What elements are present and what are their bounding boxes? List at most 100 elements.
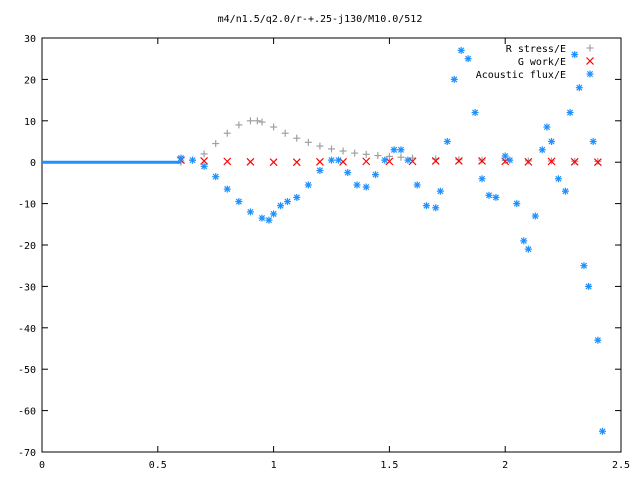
y-tick-label: -10 bbox=[18, 200, 36, 211]
data-point bbox=[177, 155, 185, 162]
data-point bbox=[501, 157, 510, 166]
series-1 bbox=[177, 156, 602, 167]
legend-label: Acoustic flux/E bbox=[476, 70, 566, 81]
data-point bbox=[335, 157, 342, 164]
data-point bbox=[390, 146, 398, 153]
data-point bbox=[451, 76, 458, 83]
plot-frame bbox=[41, 37, 622, 453]
data-point bbox=[485, 192, 493, 199]
data-point bbox=[525, 246, 532, 253]
data-point bbox=[305, 181, 312, 189]
data-point bbox=[423, 202, 430, 209]
y-tick-label: -60 bbox=[18, 407, 36, 418]
data-point bbox=[543, 123, 550, 131]
data-point bbox=[555, 175, 562, 182]
data-point bbox=[571, 51, 578, 58]
data-point bbox=[258, 215, 266, 222]
data-point bbox=[532, 212, 539, 220]
data-point bbox=[362, 157, 371, 166]
data-point bbox=[576, 84, 583, 91]
marks-layer bbox=[42, 46, 606, 435]
data-point bbox=[520, 237, 527, 244]
data-point bbox=[594, 337, 601, 344]
data-point bbox=[599, 428, 606, 435]
data-point bbox=[265, 217, 273, 224]
data-point bbox=[408, 157, 417, 166]
legend-marker-stroke bbox=[586, 70, 594, 78]
x-tick-label: 0.5 bbox=[149, 460, 167, 471]
data-point bbox=[339, 157, 348, 166]
data-point bbox=[223, 157, 232, 166]
data-point bbox=[269, 158, 278, 167]
series-2 bbox=[42, 46, 606, 435]
data-point bbox=[562, 188, 569, 195]
data-point bbox=[397, 146, 405, 153]
data-point bbox=[492, 194, 499, 201]
data-point bbox=[316, 167, 323, 174]
data-point bbox=[372, 171, 379, 178]
data-point bbox=[292, 158, 301, 167]
data-point bbox=[580, 262, 587, 269]
x-tick-label: 2.5 bbox=[612, 460, 630, 471]
x-tick-label: 0 bbox=[39, 460, 45, 471]
x-tick-label: 2 bbox=[502, 460, 508, 471]
data-point bbox=[284, 198, 291, 205]
data-point bbox=[506, 157, 513, 164]
data-point bbox=[293, 194, 300, 201]
data-point bbox=[465, 55, 472, 62]
data-point bbox=[315, 157, 324, 166]
data-point bbox=[548, 138, 555, 145]
data-point bbox=[502, 152, 509, 160]
y-tick-label: -20 bbox=[18, 241, 36, 252]
data-point bbox=[189, 157, 196, 164]
data-point bbox=[363, 183, 370, 191]
data-point bbox=[247, 208, 254, 215]
y-tick-label: 0 bbox=[30, 158, 36, 169]
data-point bbox=[270, 210, 277, 217]
y-tick-label: 10 bbox=[24, 117, 36, 128]
data-point bbox=[458, 47, 465, 54]
data-point bbox=[590, 138, 597, 145]
data-point bbox=[201, 163, 208, 170]
data-point bbox=[328, 157, 335, 164]
series-0 bbox=[177, 117, 602, 166]
data-point bbox=[513, 200, 520, 207]
data-point bbox=[454, 157, 463, 165]
data-point bbox=[539, 146, 546, 153]
data-point bbox=[246, 157, 255, 166]
legend-marker-stroke bbox=[586, 57, 594, 65]
axes-layer: 0 0.5 1 1.5 2 2.5 30 20 10 0 -10 -20 -30 -40 -50 -60 -70 bbox=[18, 34, 630, 471]
x-tick-label: 1 bbox=[271, 460, 277, 471]
data-point bbox=[381, 157, 388, 164]
legend-marker bbox=[586, 44, 594, 52]
y-tick-label: 20 bbox=[24, 75, 36, 86]
data-point bbox=[444, 138, 451, 145]
legend: R stress/E G work/E Acoustic flux/E bbox=[476, 44, 594, 81]
data-point bbox=[472, 109, 479, 116]
data-point bbox=[200, 157, 209, 165]
y-tick-label: -30 bbox=[18, 282, 36, 293]
y-tick-label: -70 bbox=[18, 448, 36, 459]
legend-marker bbox=[586, 57, 594, 65]
y-tick-label: 30 bbox=[24, 34, 36, 45]
data-point bbox=[524, 157, 533, 166]
data-point bbox=[353, 181, 361, 189]
data-point bbox=[566, 109, 574, 116]
legend-label: R stress/E bbox=[506, 44, 566, 55]
legend-label: G work/E bbox=[518, 57, 566, 68]
chart-title: m4/n1.5/q2.0/r-+.25-j130/M10.0/512 bbox=[218, 14, 423, 25]
data-point bbox=[344, 169, 351, 176]
data-point bbox=[478, 175, 486, 182]
data-point bbox=[385, 157, 394, 166]
data-point bbox=[404, 157, 411, 164]
legend-marker bbox=[586, 70, 594, 78]
data-point bbox=[224, 186, 231, 193]
data-point bbox=[431, 157, 440, 165]
y-tick-label: -40 bbox=[18, 324, 36, 335]
data-point bbox=[437, 188, 444, 195]
data-point bbox=[235, 198, 242, 205]
data-point bbox=[593, 158, 602, 167]
y-tick-label: -50 bbox=[18, 365, 36, 376]
data-point bbox=[570, 157, 579, 166]
